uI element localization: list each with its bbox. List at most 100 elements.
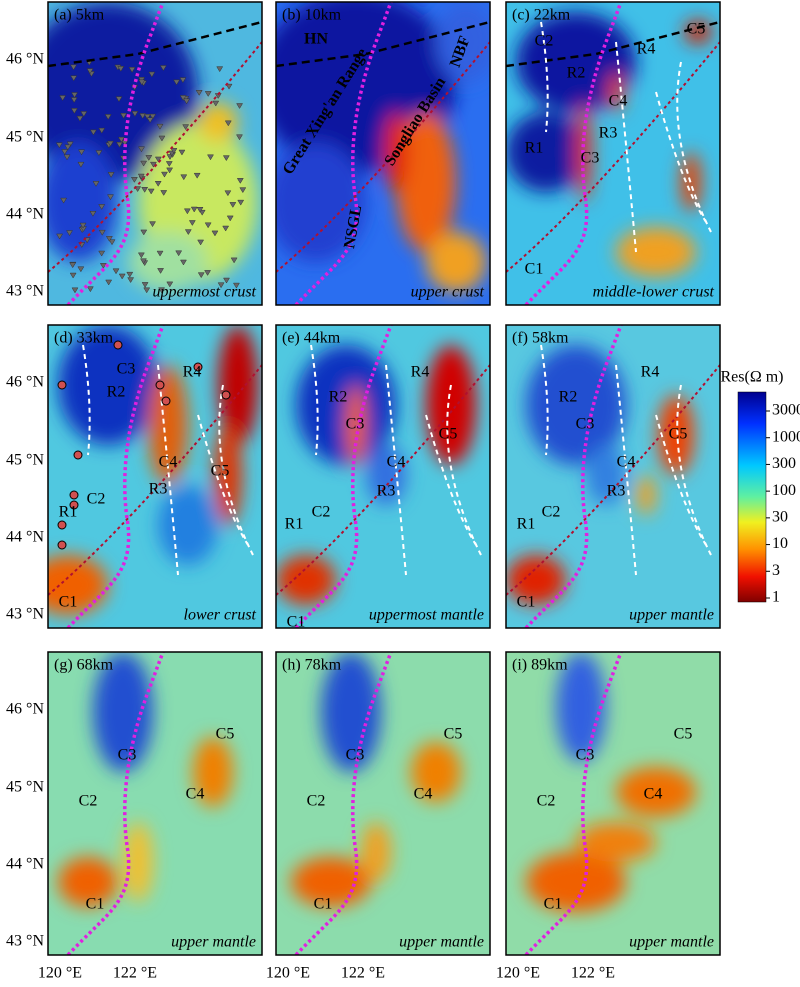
anomaly	[148, 365, 188, 485]
site	[57, 520, 67, 530]
station	[196, 207, 204, 213]
map-field	[276, 2, 490, 305]
colorbar-tick-label: 3	[772, 562, 780, 579]
suture-line	[294, 652, 393, 955]
boundary-line	[276, 20, 490, 68]
annotation: R2	[107, 384, 126, 401]
structure-line	[540, 344, 549, 456]
station	[159, 65, 167, 72]
station	[224, 190, 232, 197]
colorbar-title: Res(Ω m)	[721, 369, 784, 386]
map-panel: (e) 44km uppermost mantle R2 R4 C3 C5 C4 R1 C2 R3…	[275, 324, 491, 631]
suture-line	[524, 2, 623, 305]
station	[70, 108, 78, 114]
station	[197, 239, 205, 246]
annotation: C4	[644, 786, 663, 803]
anomaly	[658, 395, 694, 475]
station	[160, 190, 168, 196]
panel-label: (a) 5km	[54, 7, 105, 24]
annotation: C1	[544, 896, 563, 913]
anomalies	[58, 652, 233, 907]
site	[113, 340, 123, 350]
station	[71, 92, 78, 99]
station	[184, 229, 192, 236]
anomaly	[526, 852, 626, 912]
lat-label: 44 °N	[6, 529, 44, 546]
station	[69, 262, 77, 269]
structure-line	[615, 364, 637, 576]
station	[180, 259, 187, 266]
lon-label: 122 °E	[341, 965, 385, 982]
anomalies	[291, 652, 461, 907]
fault-line	[506, 41, 720, 273]
anomaly	[366, 445, 406, 505]
station	[59, 95, 67, 102]
annotation: C4	[387, 454, 406, 471]
anomaly	[426, 345, 476, 465]
colorbar	[737, 391, 767, 603]
station	[55, 142, 63, 149]
layer-label: middle-lower crust	[593, 284, 715, 301]
annotation: C2	[307, 793, 326, 810]
station	[137, 252, 145, 259]
station	[138, 79, 146, 86]
station	[143, 114, 151, 120]
map-panel: (d) 33km lower crust R2 R4 C3 C5 C2 C4 R1 R3 C1	[47, 324, 263, 629]
station	[157, 268, 165, 274]
fault-line	[48, 41, 262, 273]
station	[105, 236, 113, 242]
annotation: C5	[211, 463, 230, 480]
anomaly	[411, 742, 461, 802]
map-field	[48, 2, 262, 305]
layer-label: uppermost mantle	[369, 607, 484, 624]
lat-label: 45 °N	[6, 779, 44, 796]
annotation: C3	[346, 747, 365, 764]
station	[70, 97, 78, 104]
structure-line	[655, 414, 707, 546]
annotation: C1	[525, 261, 544, 278]
panel-label: (g) 68km	[54, 657, 114, 674]
station	[77, 266, 85, 273]
lon-label: 120 °E	[38, 965, 82, 982]
annotation: C4	[414, 786, 433, 803]
station	[147, 188, 155, 195]
map-panel: (c) 22km middle-lower crust C2 R2 R4 C5 C4 R3 R1…	[505, 1, 721, 306]
annotation: C1	[287, 614, 306, 631]
station	[145, 155, 153, 161]
site	[193, 362, 203, 372]
lat-label: 46 °N	[6, 51, 44, 68]
station	[128, 67, 136, 73]
anomaly	[48, 142, 118, 262]
station	[166, 281, 174, 288]
lat-label: 44 °N	[6, 206, 44, 223]
station	[237, 199, 245, 206]
anomaly	[426, 232, 486, 292]
anomaly	[506, 555, 566, 605]
frame	[47, 651, 263, 956]
station	[108, 239, 116, 246]
colorbar-tick-label: 30	[772, 509, 788, 526]
station	[190, 206, 198, 213]
station	[143, 287, 151, 294]
layer-label: upper mantle	[629, 934, 714, 951]
station	[165, 161, 173, 167]
colorbar-tick-label: 300	[772, 455, 796, 472]
annotation: C3	[576, 416, 595, 433]
panel-label: (b) 10km	[282, 7, 342, 24]
station	[107, 172, 115, 178]
map-panel: (i) 89km upper mantle C3 C5 C2 C4 C1	[505, 651, 721, 956]
station	[99, 263, 107, 269]
annotation: C2	[542, 504, 561, 521]
map-panel: (a) 5km uppermost crust	[47, 1, 263, 306]
anomaly	[516, 12, 636, 112]
annotation: C5	[669, 426, 688, 443]
annotation: R2	[567, 65, 586, 82]
station	[86, 286, 94, 293]
station	[92, 181, 100, 187]
station	[138, 146, 145, 153]
station	[86, 68, 94, 75]
station	[131, 111, 139, 117]
anomaly	[321, 652, 381, 772]
station	[239, 187, 247, 194]
annotation: C2	[79, 793, 98, 810]
